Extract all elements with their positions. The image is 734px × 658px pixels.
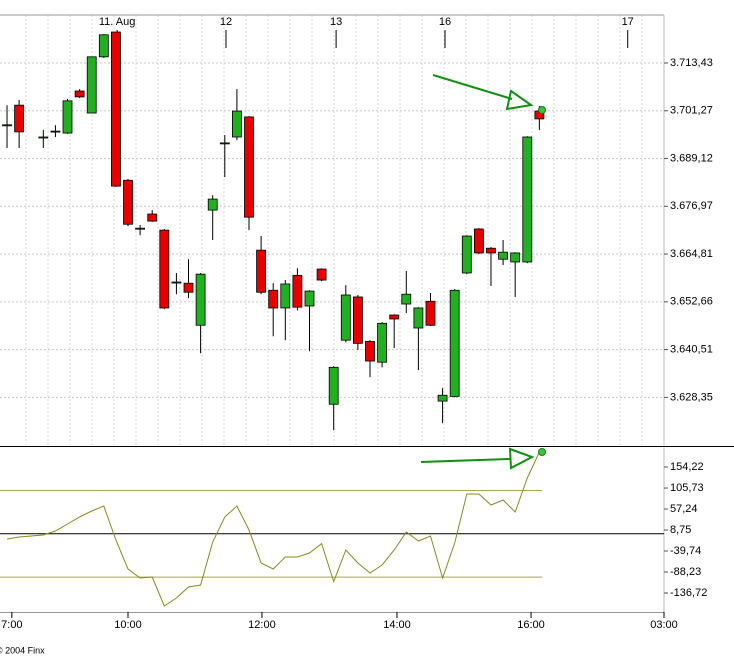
y-tick-label: -136,72 (670, 587, 707, 599)
x-tick-label: 17 (622, 16, 634, 28)
x-tick-label: 12 (220, 16, 232, 28)
x-tick-label: 7:00 (1, 619, 22, 631)
candle-body (207, 198, 218, 211)
arrow-shaft (420, 458, 511, 463)
y-tick-label: 3.640,51 (670, 343, 713, 355)
x-tick-label: 03:00 (650, 619, 678, 631)
candle-body (135, 227, 146, 230)
y-tick-label: 154,22 (670, 461, 704, 473)
candle-body (473, 228, 484, 254)
candle-body (268, 289, 279, 309)
candle-body (292, 274, 303, 308)
y-tick-label: 3.701,27 (670, 105, 713, 117)
candle-body (195, 273, 206, 326)
y-tick-label: 3.664,81 (670, 248, 713, 260)
indicator-line (6, 451, 540, 607)
candle-body (171, 281, 182, 284)
candle-body (62, 100, 73, 134)
y-tick-label: 3.676,97 (670, 200, 713, 212)
candle-body (377, 322, 387, 363)
x-tick-label: 14:00 (383, 619, 411, 631)
y-tick-label: -88,23 (670, 566, 701, 578)
marker (538, 448, 546, 456)
candle-body (316, 268, 327, 281)
candle-body (522, 136, 533, 263)
candle-body (183, 282, 194, 293)
y-tick-label: 3.628,35 (670, 391, 713, 403)
candle-body (98, 34, 109, 58)
x-tick-label: 16:00 (517, 619, 545, 631)
y-tick-label: 57,24 (670, 503, 698, 515)
y-tick-label: -39,74 (670, 545, 701, 557)
candle-body (147, 213, 158, 222)
candle-body (352, 296, 363, 344)
candle-body (219, 142, 230, 145)
candle-body (123, 179, 133, 225)
x-tick-label: 12:00 (248, 619, 276, 631)
candle-body (232, 110, 242, 138)
candle-body (86, 56, 97, 114)
annotations (420, 74, 546, 470)
candle-body (50, 130, 61, 133)
candle-body (38, 136, 49, 139)
candle-body (74, 90, 85, 98)
candle-body (461, 235, 472, 274)
candle-body (244, 116, 254, 218)
candle-body (510, 252, 521, 263)
footer: © 2004 Finx (0, 645, 45, 655)
arrow-shaft (432, 74, 513, 100)
candle-body (498, 251, 508, 260)
y-tick-label: 3.689,12 (670, 152, 713, 164)
y-tick-label: 105,73 (670, 482, 704, 494)
arrow-head (505, 89, 534, 111)
candle-body (389, 314, 400, 320)
candle-body (413, 307, 424, 329)
candle-body (2, 124, 12, 127)
candle-body (340, 294, 351, 341)
candle-body (401, 293, 412, 305)
x-tick-label: 11. Aug (99, 16, 136, 28)
candle-body (280, 283, 291, 309)
candle-body (437, 394, 448, 402)
candle-body (365, 340, 375, 362)
candle-body (111, 31, 121, 187)
arrow-head (508, 447, 535, 470)
x-tick-label: 13 (330, 16, 342, 28)
x-tick-label: 16 (439, 16, 451, 28)
y-tick-label: 3.713,43 (670, 57, 713, 69)
candle-body (14, 104, 25, 133)
marker (538, 106, 546, 114)
candle-body (486, 247, 496, 254)
candle-body (449, 289, 460, 397)
y-tick-label: 8,75 (670, 524, 691, 536)
x-tick-label: 10:00 (114, 619, 142, 631)
candle-body (159, 229, 170, 309)
candle-body (425, 300, 436, 326)
candle-body (304, 290, 315, 307)
y-tick-label: 3.652,66 (670, 296, 713, 308)
candle-body (328, 366, 339, 405)
candle-body (256, 249, 266, 293)
